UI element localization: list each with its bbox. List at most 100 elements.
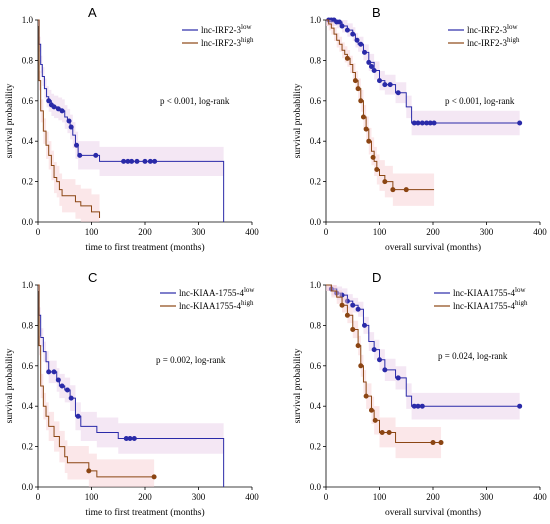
censor-marker [395, 90, 401, 96]
x-axis-label: time to first treatment (months) [85, 507, 204, 518]
x-tick-label: 100 [373, 227, 387, 237]
censor-marker [134, 158, 140, 164]
censor-marker [387, 82, 393, 88]
x-tick-label: 400 [245, 227, 259, 237]
censor-marker [51, 369, 57, 375]
p-value-annotation: p = 0.024, log-rank [438, 351, 508, 361]
censor-marker [358, 98, 364, 104]
legend-label-name: lnc-KIAA1755-4 [453, 288, 515, 298]
y-tick-label: 0.8 [310, 55, 322, 65]
y-tick-label: 0.2 [22, 442, 33, 452]
series-high: lnc-IRF2-3high [38, 19, 254, 222]
censor-marker [382, 179, 388, 185]
y-tick-label: 0.0 [310, 217, 322, 227]
censor-marker [86, 468, 92, 474]
y-tick-label: 0.4 [310, 136, 322, 146]
censor-marker [358, 41, 364, 47]
x-tick-label: 200 [426, 492, 440, 502]
censor-marker [419, 403, 425, 409]
censor-marker [386, 429, 392, 435]
censor-marker [74, 142, 80, 148]
y-tick-label: 1.0 [22, 280, 34, 290]
censor-marker [152, 158, 158, 164]
censor-marker [415, 403, 421, 409]
y-tick-label: 0.4 [22, 136, 34, 146]
censor-marker [403, 187, 409, 193]
censor-marker [339, 302, 345, 308]
series-high: lnc-KIAA1755-4high [326, 284, 528, 459]
censor-marker [355, 343, 361, 349]
panel-c: 0 100 200 300 400 0.0 0.2 0.4 0.6 0.8 1.0 time to f… [5, 270, 259, 518]
p-value-annotation: p = 0.002, log-rank [156, 355, 226, 365]
y-axis-label: survival probability [5, 83, 15, 158]
censor-marker [121, 158, 127, 164]
panel-d: 0 100 200 300 400 0.0 0.2 0.4 0.6 0.8 1.0 overall s… [293, 270, 547, 518]
panel-letter: C [88, 270, 97, 285]
panel-letter: A [88, 5, 97, 20]
legend-label: lnc-IRF2-3low [467, 23, 518, 35]
censor-marker [129, 158, 135, 164]
y-tick-label: 0.8 [310, 320, 322, 330]
y-tick-label: 0.0 [310, 482, 322, 492]
censor-marker [377, 357, 382, 363]
censor-marker [55, 106, 61, 112]
series-low: lnc-IRF2-3low [38, 19, 252, 222]
p-value-annotation: p < 0.001, log-rank [445, 96, 515, 106]
censor-marker [51, 104, 57, 110]
legend-label-name: lnc-KIAA1755-4 [453, 301, 515, 311]
censor-marker [374, 166, 380, 172]
x-axis-label: overall survival (months) [385, 507, 481, 518]
censor-marker [75, 413, 81, 419]
y-axis-label: survival probability [293, 83, 303, 158]
legend-label: lnc-KIAA1755-4low [453, 286, 526, 298]
censor-marker [350, 326, 356, 332]
x-tick-label: 100 [373, 492, 387, 502]
y-tick-label: 0.4 [310, 401, 322, 411]
censor-marker [382, 82, 388, 88]
censor-marker [339, 23, 345, 29]
series-high: lnc-IRF2-3high [326, 19, 520, 206]
censor-marker [368, 407, 374, 413]
y-tick-label: 1.0 [310, 15, 322, 25]
censor-marker [352, 78, 358, 84]
legend-label-name: lnc-IRF2-3 [201, 25, 241, 35]
legend-label-superscript: high [241, 36, 254, 44]
censor-marker [438, 440, 444, 446]
series-low: lnc-IRF2-3low [326, 17, 523, 136]
censor-marker [363, 126, 369, 132]
censor-marker [390, 187, 396, 193]
series-low: lnc-KIAA-1755-4low [38, 284, 255, 487]
censor-marker [362, 49, 368, 55]
y-tick-label: 1.0 [22, 15, 34, 25]
legend-label: lnc-IRF2-3high [467, 36, 520, 48]
x-tick-label: 300 [480, 492, 494, 502]
x-tick-label: 200 [138, 492, 152, 502]
y-tick-label: 0.0 [22, 217, 34, 227]
censor-marker [363, 393, 369, 399]
censor-marker [127, 436, 133, 442]
y-tick-label: 0.2 [310, 442, 321, 452]
confidence-band [38, 285, 224, 487]
censor-marker [68, 124, 74, 130]
x-tick-label: 100 [85, 227, 99, 237]
x-axis-label: time to first treatment (months) [85, 242, 204, 253]
x-tick-label: 300 [192, 227, 206, 237]
censor-marker [419, 120, 425, 126]
series-high: lnc-KIAA1755-4high [38, 284, 254, 487]
x-tick-label: 0 [36, 227, 41, 237]
panel-letter: D [372, 270, 381, 285]
censor-marker [382, 367, 388, 373]
censor-marker [344, 312, 350, 318]
censor-marker [131, 436, 137, 442]
censor-marker [377, 78, 382, 84]
censor-marker [46, 98, 52, 104]
legend-label-superscript: low [515, 286, 526, 294]
legend-label-superscript: low [507, 23, 518, 31]
x-tick-label: 0 [36, 492, 41, 502]
panel-b: 0 100 200 300 400 0.0 0.2 0.4 0.6 0.8 1.0 overall s… [293, 5, 547, 253]
censor-marker [395, 375, 401, 381]
legend-label: lnc-KIAA-1755-4low [179, 286, 255, 298]
y-tick-label: 0.4 [22, 401, 34, 411]
x-tick-label: 200 [426, 227, 440, 237]
confidence-band [38, 20, 224, 222]
